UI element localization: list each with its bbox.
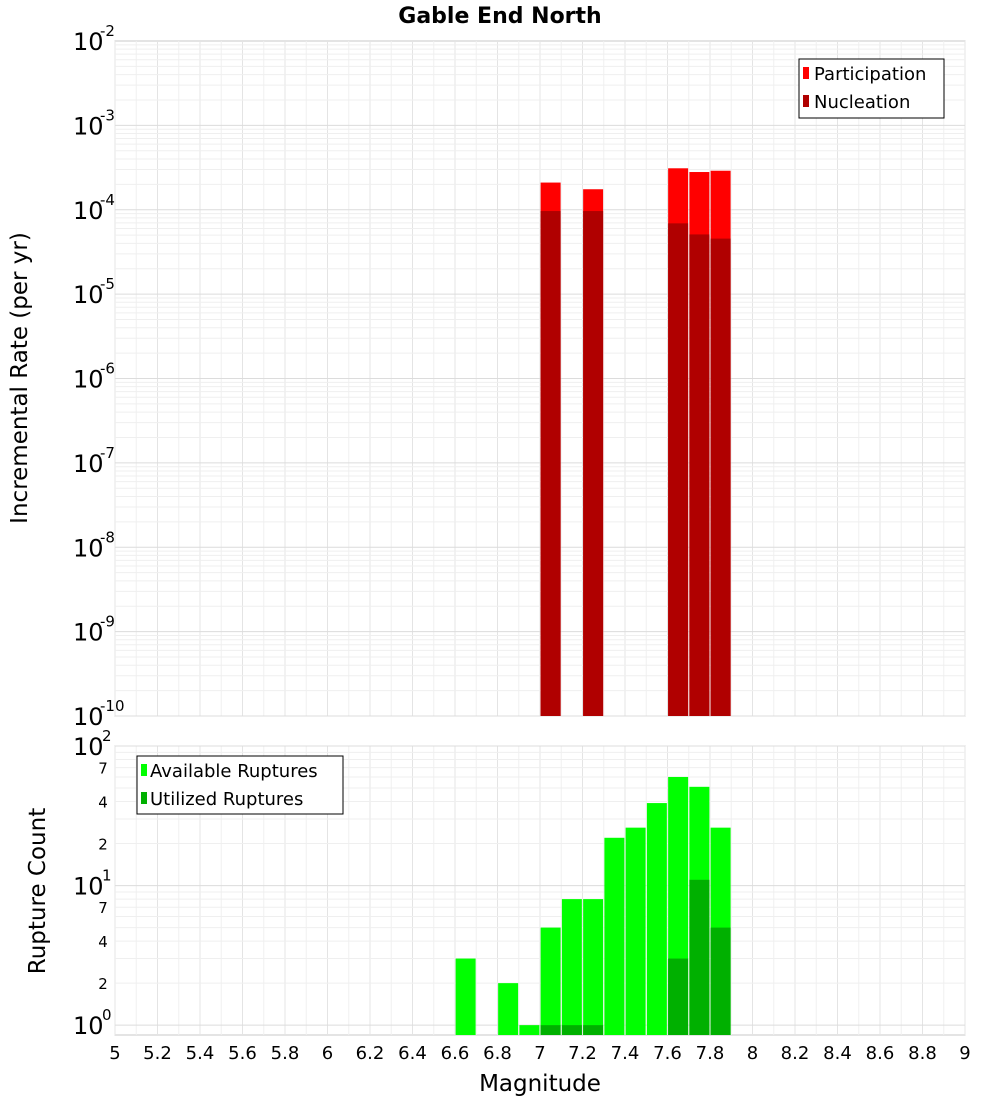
x-tick-label: 6.4 — [398, 1043, 427, 1064]
x-axis-label: Magnitude — [479, 1071, 601, 1097]
legend-swatch-available — [141, 764, 147, 776]
available-ruptures-bar — [583, 899, 604, 1035]
top-y-tick-exponent: -4 — [100, 191, 115, 209]
chart-title: Gable End North — [398, 4, 601, 29]
legend-label-participation: Participation — [814, 64, 926, 85]
legend-swatch-nucleation — [803, 95, 809, 107]
utilized-ruptures-bar — [540, 1025, 561, 1035]
top-y-tick-base: 10 — [73, 366, 104, 394]
top-legend-box — [798, 58, 945, 119]
bottom-y-minor-tick-label: 2 — [98, 836, 108, 854]
x-tick-label: 5.6 — [228, 1043, 257, 1064]
bottom-y-minor-tick-label: 2 — [98, 975, 108, 993]
available-ruptures-bar — [646, 803, 667, 1035]
top-y-tick-exponent: -6 — [100, 360, 115, 378]
available-ruptures-bar — [455, 958, 476, 1035]
nucleation-bar — [583, 211, 604, 716]
top-legend: Participation Nucleation — [798, 58, 945, 119]
nucleation-bar — [689, 234, 710, 716]
bottom-y-tick-exponent: 1 — [102, 867, 112, 885]
utilized-ruptures-bar — [668, 958, 689, 1035]
x-tick-label: 7.4 — [611, 1043, 640, 1064]
x-tick-label: 6.2 — [356, 1043, 385, 1064]
top-y-tick-exponent: -7 — [100, 444, 115, 462]
bottom-bars — [455, 776, 731, 1035]
legend-label-available: Available Ruptures — [150, 761, 318, 782]
bottom-y-tick-base: 10 — [73, 873, 104, 901]
utilized-ruptures-bar — [561, 1025, 582, 1035]
top-y-tick-exponent: -5 — [100, 275, 115, 293]
top-y-axis-label: Incremental Rate (per yr) — [7, 232, 33, 524]
x-tick-label: 5.2 — [143, 1043, 172, 1064]
x-tick-label: 7.2 — [568, 1043, 597, 1064]
available-ruptures-bar — [519, 1025, 540, 1035]
top-y-tick-base: 10 — [73, 197, 104, 225]
legend-label-utilized: Utilized Ruptures — [150, 789, 303, 810]
available-ruptures-bar — [604, 837, 625, 1035]
x-tick-label: 8.4 — [823, 1043, 852, 1064]
x-tick-label: 8.6 — [866, 1043, 895, 1064]
x-tick-label: 7 — [534, 1043, 545, 1064]
nucleation-bar — [540, 211, 561, 716]
top-y-tick-exponent: -10 — [100, 697, 125, 715]
available-ruptures-bar — [625, 827, 646, 1035]
bottom-y-tick-exponent: 2 — [102, 727, 112, 745]
top-y-tick-exponent: -2 — [100, 22, 115, 40]
top-y-tick-exponent: -8 — [100, 528, 115, 546]
x-ticks: 5 5.2 5.4 5.6 5.8 6 6.2 6.4 6.6 6.8 7 7.2 7.4 7.6 7.8 8… — [109, 1043, 970, 1064]
available-ruptures-bar — [540, 927, 561, 1035]
x-tick-label: 7.6 — [653, 1043, 682, 1064]
x-tick-label: 8.2 — [781, 1043, 810, 1064]
top-bars — [540, 168, 731, 717]
bottom-legend-box — [136, 755, 344, 815]
bottom-legend: Available Ruptures Utilized Ruptures — [136, 755, 344, 815]
top-y-tick-exponent: -3 — [100, 106, 115, 124]
bottom-grid — [114, 745, 966, 1035]
nucleation-bar — [668, 223, 689, 716]
x-tick-label: 8.8 — [908, 1043, 937, 1064]
bottom-y-minor-tick-label: 7 — [98, 899, 108, 917]
bottom-y-tick-base: 10 — [73, 733, 104, 761]
available-ruptures-bar — [498, 983, 519, 1035]
bottom-y-minor-tick-label: 7 — [98, 760, 108, 778]
x-tick-label: 6 — [322, 1043, 333, 1064]
x-tick-label: 8 — [747, 1043, 758, 1064]
utilized-ruptures-bar — [710, 927, 731, 1035]
x-tick-label: 6.6 — [441, 1043, 470, 1064]
top-y-tick-exponent: -9 — [100, 613, 115, 631]
legend-label-nucleation: Nucleation — [814, 92, 910, 113]
top-y-tick-base: 10 — [73, 534, 104, 562]
top-y-tick-base: 10 — [73, 619, 104, 647]
utilized-ruptures-bar — [689, 879, 710, 1035]
x-tick-label: 5.4 — [186, 1043, 215, 1064]
bottom-y-minor-tick-label: 4 — [98, 794, 108, 812]
bottom-y-axis-label: Rupture Count — [25, 808, 51, 974]
top-y-tick-base: 10 — [73, 112, 104, 140]
top-y-tick-base: 10 — [73, 450, 104, 478]
x-tick-label: 5 — [109, 1043, 120, 1064]
x-tick-label: 9 — [959, 1043, 970, 1064]
top-y-tick-base: 10 — [73, 28, 104, 56]
nucleation-bar — [710, 238, 731, 716]
legend-swatch-utilized — [141, 792, 147, 804]
bottom-y-tick-base: 10 — [73, 1012, 104, 1040]
top-y-tick-base: 10 — [73, 703, 104, 731]
x-tick-label: 5.8 — [271, 1043, 300, 1064]
utilized-ruptures-bar — [583, 1025, 604, 1035]
x-tick-label: 6.8 — [483, 1043, 512, 1064]
top-y-tick-base: 10 — [73, 281, 104, 309]
available-ruptures-bar — [561, 899, 582, 1035]
top-grid — [114, 41, 966, 717]
bottom-y-minor-tick-label: 4 — [98, 933, 108, 951]
bottom-y-tick-exponent: 0 — [102, 1006, 112, 1024]
x-tick-label: 7.8 — [696, 1043, 725, 1064]
legend-swatch-participation — [803, 67, 809, 79]
